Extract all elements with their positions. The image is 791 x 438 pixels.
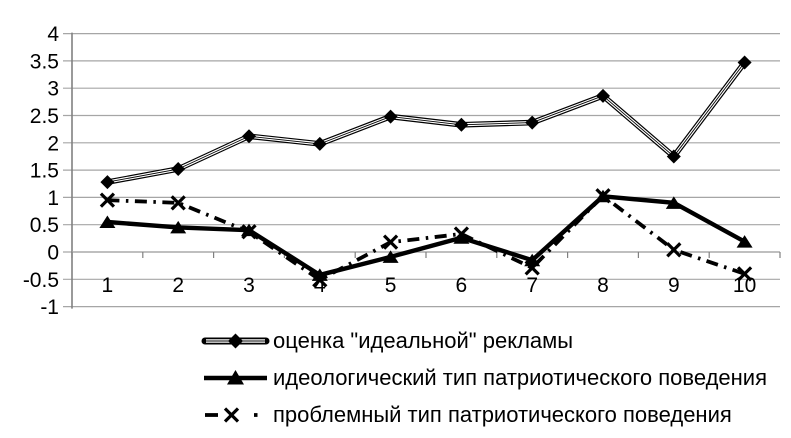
triangle-marker [382,250,399,263]
x-axis-tick-label: 2 [172,274,184,297]
y-axis-tick-label: 2.5 [30,105,59,128]
x-marker [170,195,186,211]
series-diamond [100,55,752,190]
x-marker [595,188,611,204]
double-line-diamond-legend-marker [201,333,270,348]
series-x-cross [99,188,753,288]
x-axis-tick-label: 10 [733,274,756,297]
y-axis-tick-label: 4 [47,23,59,46]
legend-label: проблемный тип патриотического поведения [273,401,732,427]
x-marker [312,272,328,288]
x-axis-tick-label: 1 [102,274,114,297]
triangle-marker [453,231,470,244]
x-axis-tick-label: 5 [385,274,397,297]
y-axis-tick-label: 0 [47,242,59,265]
diamond-marker [171,162,186,177]
diamond-marker [596,88,610,103]
x-marker [453,226,470,242]
series-line-core [107,62,745,183]
diamond-marker [242,129,256,144]
x-marker [666,242,682,258]
x-axis-tick-label: 9 [668,274,680,297]
y-axis-tick-label: 1.5 [30,160,59,183]
diamond-marker [666,149,681,164]
y-axis-tick-label: 3 [47,78,59,101]
triangle-marker [99,215,116,228]
y-axis-tick-label: -1 [40,296,59,319]
y-axis-tick-label: -0.5 [23,269,59,292]
triangle-marker [736,235,753,248]
y-axis-tick-label: 1 [47,187,59,210]
diamond-marker [454,117,469,132]
y-axis-tick-label: 0.5 [30,214,59,237]
diamond-marker [312,136,327,151]
diamond-marker [100,175,115,190]
x-axis-tick-label: 7 [526,274,538,297]
x-marker [241,224,257,240]
x-axis-tick-label: 8 [597,274,609,297]
dash-dot-x-legend-marker [205,406,258,423]
series-triangle-up [99,189,753,281]
series-line [107,194,746,278]
legend-item-ideal-ad-score: оценка "идеальной" рекламы [201,322,767,359]
chart-legend: оценка "идеальной" рекламы идеологически… [201,322,767,433]
x-marker [524,260,540,276]
x-axis-tick-label: 3 [243,274,255,297]
diamond-marker [383,109,398,124]
x-marker [99,192,116,208]
legend-item-ideological-type: идеологический тип патриотического повед… [201,359,767,396]
legend-label: идеологический тип патриотического повед… [273,364,767,390]
x-marker [736,266,753,282]
x-marker [382,234,399,250]
triangle-marker [170,220,187,234]
y-axis-tick-label: 2 [47,132,59,155]
diamond-marker [525,115,540,130]
triangle-marker [665,196,682,209]
legend-item-problem-type: проблемный тип патриотического поведения [201,396,767,433]
series-line [106,60,747,185]
diamond-marker [737,55,752,70]
y-axis-tick-label: 3.5 [30,50,59,73]
legend-label: оценка "идеальной" рекламы [273,327,574,353]
series-line [107,193,746,282]
solid-line-triangle-legend-marker [204,369,267,384]
x-axis-tick-label: 6 [456,274,468,297]
